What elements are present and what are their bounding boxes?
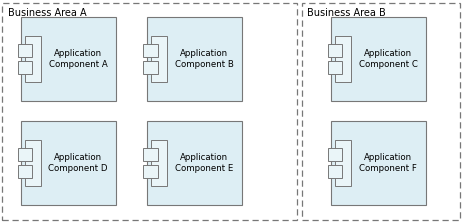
Bar: [25, 36, 41, 82]
Bar: [147, 121, 242, 205]
Bar: [328, 44, 342, 57]
Bar: [2, 3, 297, 220]
Text: Application
Component F: Application Component F: [359, 153, 417, 173]
Bar: [144, 61, 157, 74]
Bar: [21, 17, 116, 101]
Text: Application
Component D: Application Component D: [48, 153, 108, 173]
Bar: [21, 121, 116, 205]
Text: Business Area A: Business Area A: [8, 8, 87, 18]
Bar: [18, 44, 31, 57]
Text: Application
Component E: Application Component E: [175, 153, 233, 173]
Bar: [328, 61, 342, 74]
Bar: [335, 140, 351, 186]
Bar: [18, 165, 31, 178]
Bar: [335, 36, 351, 82]
Bar: [25, 140, 41, 186]
Bar: [144, 44, 157, 57]
Bar: [151, 36, 167, 82]
Bar: [144, 148, 157, 161]
Bar: [18, 148, 31, 161]
Bar: [144, 165, 157, 178]
Bar: [328, 165, 342, 178]
Bar: [331, 17, 426, 101]
Text: Application
Component C: Application Component C: [359, 49, 418, 69]
Text: Application
Component A: Application Component A: [49, 49, 107, 69]
Bar: [302, 3, 460, 220]
Bar: [331, 121, 426, 205]
Text: Business Area B: Business Area B: [307, 8, 386, 18]
Text: Application
Component B: Application Component B: [175, 49, 233, 69]
Bar: [147, 17, 242, 101]
Bar: [328, 148, 342, 161]
Bar: [18, 61, 31, 74]
Bar: [151, 140, 167, 186]
